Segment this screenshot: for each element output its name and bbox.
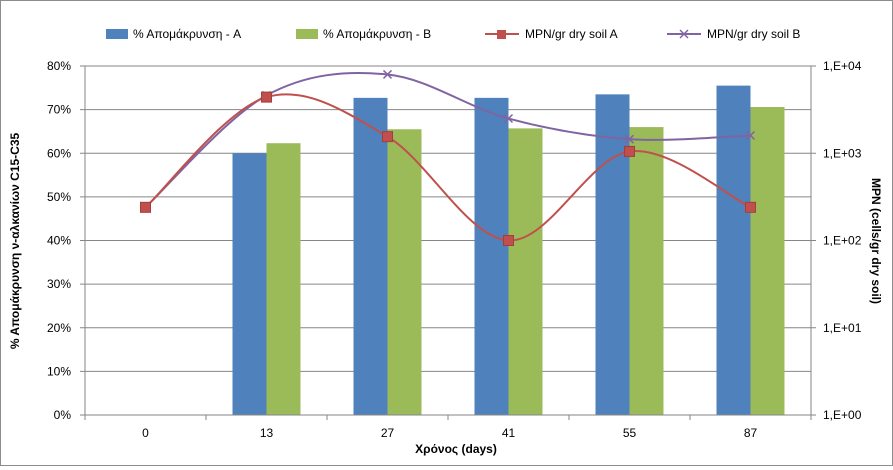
point-mpn-b [503,113,514,124]
bar-a [474,97,509,415]
y-tick-label: 40% [47,234,71,248]
bar-b [387,129,422,415]
gridlines [85,65,811,372]
legend: % Απομάκρυνση - A % Απομάκρυνση - B MPN/gr… [106,27,800,41]
x-tick-label: 0 [142,426,149,440]
y2-axis-title: MPN (cells/gr dry soil) [869,178,883,304]
marker-stroke [745,130,756,140]
point-mpn-a [503,235,514,246]
tick-labels: 0% 10% 20% 30% 40% 50% 60% 70% 80% 1,E+00 1,E+01 1,… [47,59,862,440]
y-axis-title: % Απομάκρυνση ν-αλκανίων C15-C35 [8,133,22,350]
point-mpn-a [745,201,756,213]
y-tick-label: 10% [47,364,71,378]
x-tick-label: 41 [502,426,516,440]
x-tick-label: 55 [623,426,637,440]
y2-tick-label: 1,E+01 [823,321,862,335]
legend-item: MPN/gr dry soil A [485,27,618,41]
y2-tick-label: 1,E+04 [823,59,862,73]
bar-b [629,127,664,415]
y-tick-label: 70% [47,103,71,117]
y-tick-label: 80% [47,59,71,73]
y-tick-label: 0% [54,408,72,422]
point-mpn-a [624,145,635,157]
legend-label: % Απομάκρυνση - B [323,27,431,41]
y2-tick-label: 1,E+03 [823,146,862,160]
y2-tick-label: 1,E+02 [823,234,862,248]
bar-b [266,143,301,415]
axes [80,65,816,420]
y2-tick-label: 1,E+00 [823,408,862,422]
bar-a [353,97,388,415]
y-tick-label: 50% [47,190,71,204]
point-mpn-b [745,130,756,140]
y-tick-label: 60% [47,146,71,160]
bar-b [750,107,785,415]
marker-stroke [503,113,514,124]
x-tick-label: 27 [381,426,395,440]
point-mpn-b [382,69,393,79]
legend-marker [679,29,689,39]
legend-label: MPN/gr dry soil B [707,27,800,41]
x-axis-title: Χρόνος (days) [415,442,497,456]
legend-label: MPN/gr dry soil A [525,27,618,41]
bar-a [232,153,267,415]
legend-swatch [296,29,318,39]
y-tick-label: 20% [47,321,71,335]
bar-a [595,94,630,415]
marker-stroke [382,69,393,79]
legend-item: MPN/gr dry soil B [667,27,800,41]
line-series [140,69,756,246]
legend-label: % Απομάκρυνση - A [133,27,241,41]
x-tick-label: 13 [260,426,274,440]
legend-item: % Απομάκρυνση - B [296,27,431,41]
x-tick-label: 87 [744,426,758,440]
legend-marker [497,30,506,39]
bar-b [508,128,543,415]
point-mpn-b [624,134,635,144]
bars [232,85,785,415]
legend-item: % Απομάκρυνση - A [106,27,241,41]
legend-swatch [106,29,128,39]
point-mpn-a [382,131,393,143]
bar-a [716,85,751,415]
y-tick-label: 30% [47,277,71,291]
line-mpn-b [144,71,751,209]
marker-stroke [624,134,635,144]
point-mpn-a [140,201,151,213]
point-mpn-a [261,91,272,103]
